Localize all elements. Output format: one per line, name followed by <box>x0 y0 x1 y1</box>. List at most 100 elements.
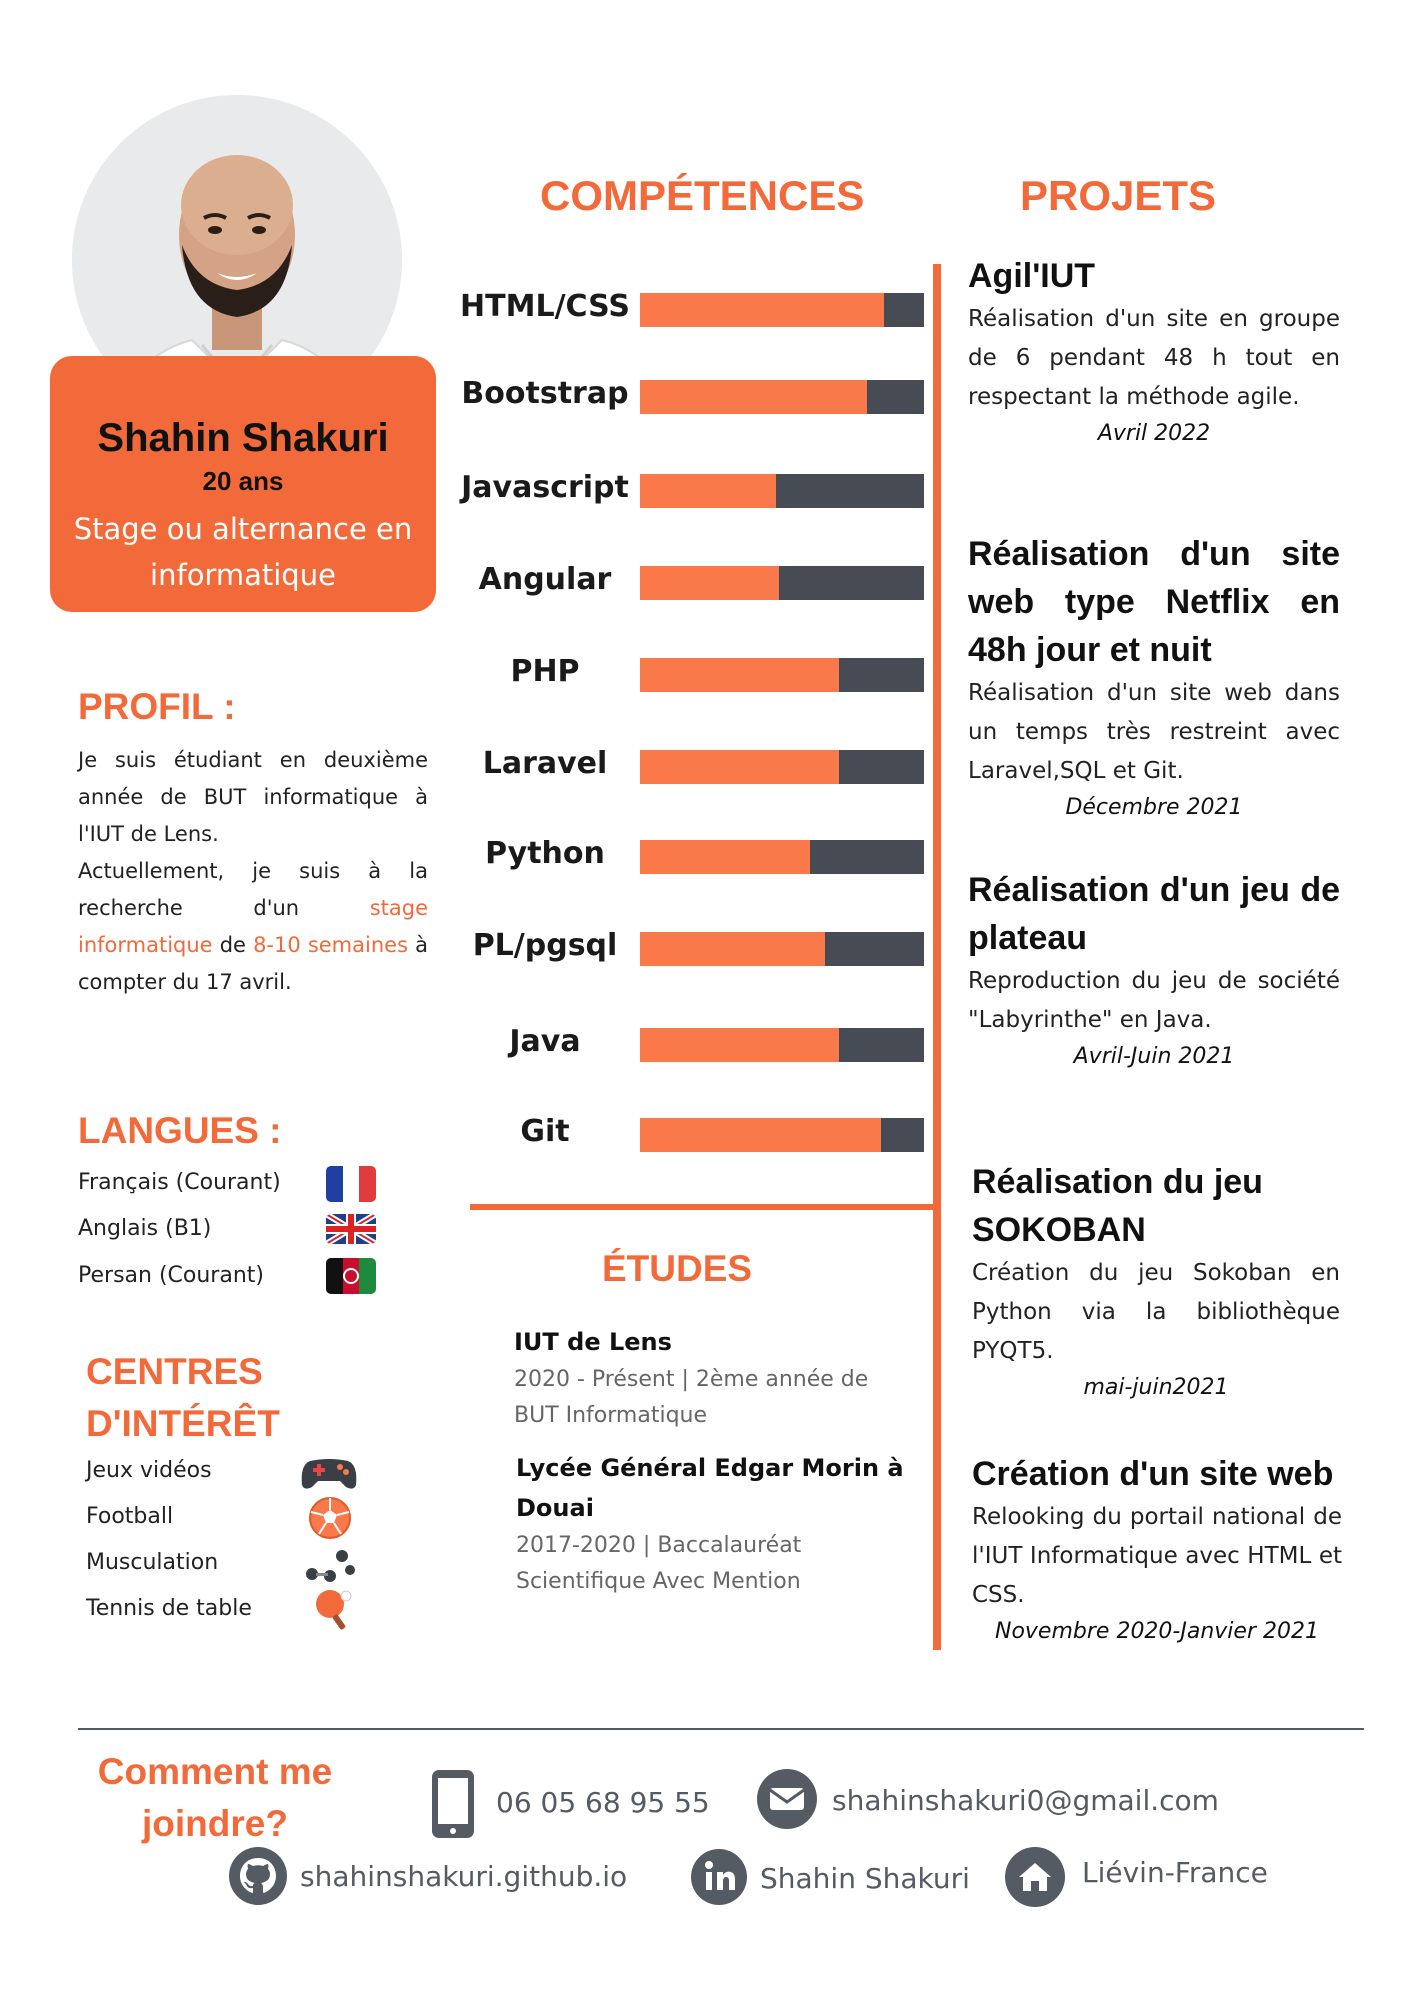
skill-name: Bootstrap <box>461 376 629 411</box>
skill-level-bar <box>640 474 924 508</box>
skill-name: Git <box>520 1114 570 1149</box>
uk-flag-icon <box>326 1214 376 1244</box>
email-icon <box>756 1768 818 1834</box>
skill-level-fill <box>640 840 810 874</box>
profil-highlight-duration: 8-10 semaines <box>253 933 409 957</box>
candidate-name: Shahin Shakuri <box>97 416 389 460</box>
skill-level-fill <box>640 658 839 692</box>
skill-level-fill <box>640 932 825 966</box>
interets-title-line2: D'INTÉRÊT <box>86 1403 280 1444</box>
skill-level-fill <box>640 474 776 508</box>
project-description: Création du jeu Sokoban en Python via la… <box>972 1260 1340 1364</box>
language-item: Anglais (B1) <box>78 1216 212 1241</box>
profil-title: PROFIL : <box>78 686 236 727</box>
interest-item: Tennis de table <box>86 1596 252 1621</box>
skill-name: Javascript <box>461 470 629 505</box>
contact-title: Comment me joindre? <box>90 1746 340 1850</box>
language-item: Persan (Courant) <box>78 1263 264 1288</box>
langues-title: LANGUES : <box>78 1110 282 1151</box>
project-description: Réalisation d'un site web dans un temps … <box>968 680 1340 784</box>
phone-icon <box>430 1768 476 1844</box>
career-goal: Stage ou alternance en informatique <box>73 512 413 592</box>
project-title: Réalisation du jeu SOKOBAN <box>972 1163 1263 1249</box>
profile-photo <box>72 95 402 425</box>
education-school: Lycée Général Edgar Morin à Douai <box>516 1454 904 1522</box>
linkedin-profile[interactable]: Shahin Shakuri <box>760 1862 970 1895</box>
skill-level-fill <box>640 1028 839 1062</box>
skill-name: Angular <box>478 562 612 597</box>
linkedin-icon <box>690 1848 748 1910</box>
education-item: Lycée Général Edgar Morin à Douai 2017-2… <box>516 1448 916 1600</box>
project-item: Réalisation d'un jeu de plateau Reproduc… <box>968 866 1340 1074</box>
projets-title: PROJETS <box>1020 172 1217 219</box>
profil-text-2e: à compter du 17 avril. <box>78 933 428 994</box>
skill-level-bar <box>640 566 924 600</box>
project-date: Avril-Juin 2021 <box>1073 1044 1235 1069</box>
interest-item: Musculation <box>86 1550 219 1575</box>
skill-level-bar <box>640 1118 924 1152</box>
skill-level-bar <box>640 840 924 874</box>
contact-title-line2: joindre? <box>142 1803 288 1844</box>
interets-title-line1: CENTRES <box>86 1351 263 1392</box>
project-date: Avril 2022 <box>1097 421 1211 446</box>
contact-title-line1: Comment me <box>97 1751 333 1792</box>
home-icon <box>1004 1846 1066 1912</box>
project-item: Agil'IUT Réalisation d'un site en groupe… <box>968 252 1340 451</box>
skill-level-fill <box>640 750 839 784</box>
skill-level-fill <box>640 1118 881 1152</box>
france-flag-icon <box>326 1166 376 1202</box>
skill-level-fill <box>640 380 867 414</box>
phone-number[interactable]: 06 05 68 95 55 <box>496 1786 710 1819</box>
project-date: Novembre 2020-Janvier 2021 <box>995 1619 1319 1644</box>
project-item: Création d'un site web Relooking du port… <box>972 1450 1342 1649</box>
skill-name: Java <box>509 1024 581 1059</box>
project-date: Décembre 2021 <box>1065 795 1243 820</box>
project-description: Relooking du portail national de l'IUT I… <box>972 1504 1342 1608</box>
email-address[interactable]: shahinshakuri0@gmail.com <box>832 1784 1219 1817</box>
education-school: IUT de Lens <box>514 1328 672 1356</box>
language-item: Français (Courant) <box>78 1170 281 1195</box>
skill-level-bar <box>640 293 924 327</box>
skill-name: HTML/CSS <box>460 289 630 324</box>
project-description: Reproduction du jeu de société "Labyrint… <box>968 968 1340 1033</box>
project-title: Réalisation d'un jeu de plateau <box>968 871 1340 957</box>
profil-text-1: Je suis étudiant en deuxième année de BU… <box>78 748 428 846</box>
project-title: Agil'IUT <box>968 257 1096 295</box>
profil-text-2c: de <box>212 933 254 957</box>
skill-name: Laravel <box>482 746 608 781</box>
competences-title: COMPÉTENCES <box>540 172 865 219</box>
github-icon <box>228 1846 288 1910</box>
interest-item: Football <box>86 1504 174 1529</box>
candidate-age: 20 ans <box>202 466 284 496</box>
gamepad-icon <box>300 1455 358 1495</box>
skill-level-bar <box>640 380 924 414</box>
education-detail: 2020 - Présent | 2ème année de BUT Infor… <box>514 1367 869 1428</box>
section-divider-horizontal <box>470 1204 936 1210</box>
location: Liévin-France <box>1082 1856 1268 1889</box>
skill-level-fill <box>640 293 884 327</box>
education-item: IUT de Lens 2020 - Présent | 2ème année … <box>514 1322 904 1434</box>
profil-highlight-stage: stage informatique <box>78 896 428 957</box>
skill-level-fill <box>640 566 779 600</box>
afghanistan-flag-icon <box>326 1258 376 1294</box>
column-divider-vertical <box>933 264 941 1650</box>
skill-level-bar <box>640 750 924 784</box>
profil-text: Je suis étudiant en deuxième année de BU… <box>78 742 428 1001</box>
identity-card: Shahin Shakuri 20 ans Stage ou alternanc… <box>50 356 436 612</box>
project-description: Réalisation d'un site en groupe de 6 pen… <box>968 306 1340 410</box>
project-title: Création d'un site web <box>972 1455 1334 1493</box>
ping-pong-icon <box>314 1588 354 1636</box>
etudes-title: ÉTUDES <box>602 1248 753 1289</box>
footer-divider <box>78 1728 1364 1730</box>
dumbbell-icon <box>304 1548 356 1588</box>
football-icon <box>308 1496 352 1544</box>
skill-name: PL/pgsql <box>472 928 618 963</box>
skill-name: PHP <box>510 654 580 689</box>
education-detail: 2017-2020 | Baccalauréat Scientifique Av… <box>516 1533 802 1594</box>
project-item: Réalisation d'un site web type Netflix e… <box>968 530 1340 825</box>
project-title: Réalisation d'un site web type Netflix e… <box>968 535 1340 669</box>
skill-name: Python <box>485 836 605 871</box>
skill-level-bar <box>640 1028 924 1062</box>
github-link[interactable]: shahinshakuri.github.io <box>300 1860 628 1893</box>
profil-text-2a: Actuellement, je suis à la recherche d'u… <box>78 859 428 920</box>
